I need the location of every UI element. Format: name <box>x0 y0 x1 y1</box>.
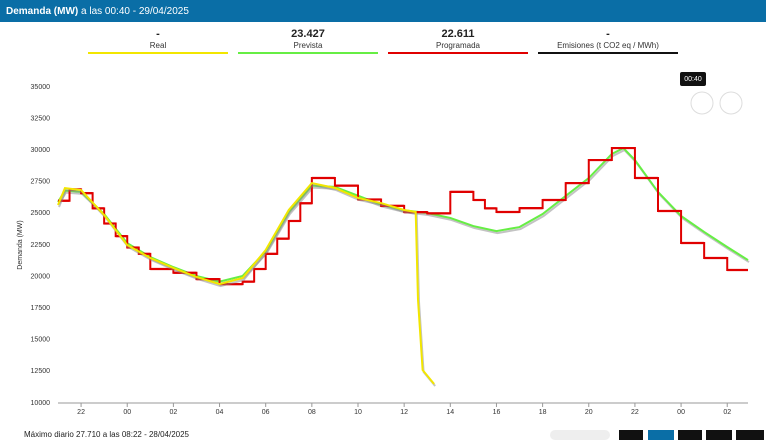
y-tick-label: 17500 <box>31 305 51 312</box>
legend-value: 23.427 <box>291 28 325 40</box>
y-tick-label: 27500 <box>31 179 51 186</box>
map-button[interactable] <box>736 430 764 440</box>
x-tick-label: 16 <box>493 409 501 416</box>
footer: Máximo diario 27.710 a las 08:22 - 28/04… <box>24 430 190 439</box>
x-tick-label: 08 <box>308 409 316 416</box>
y-tick-label: 35000 <box>31 84 51 91</box>
y-axis-label: Demanda (MW) <box>17 220 24 269</box>
y-tick-label: 22500 <box>31 242 51 249</box>
chart-button[interactable] <box>648 430 674 440</box>
x-tick-label: 00 <box>677 409 685 416</box>
y-tick-label: 15000 <box>31 337 51 344</box>
calendar-button[interactable] <box>619 430 643 440</box>
x-tick-label: 04 <box>216 409 224 416</box>
legend-label: Emisiones (t CO2 eq / MWh) <box>557 41 659 50</box>
factory-button[interactable] <box>719 91 743 115</box>
header: Demanda (MW) a las 00:40 - 29/04/2025 <box>6 6 189 17</box>
y-tick-label: 30000 <box>31 147 51 154</box>
header-bar <box>0 0 766 22</box>
legend-value: 22.611 <box>441 28 474 40</box>
header-subtitle: a las 00:40 - 29/04/2025 <box>81 6 189 17</box>
table-button[interactable] <box>678 430 702 440</box>
y-tick-label: 10000 <box>31 400 51 407</box>
line-shadow <box>58 183 436 387</box>
series-line <box>57 146 749 283</box>
tooltip: 00:40 <box>684 76 702 83</box>
toggle[interactable] <box>550 430 610 440</box>
legend-value: - <box>606 28 610 40</box>
series-line <box>57 181 435 385</box>
renewables-button[interactable] <box>690 91 714 115</box>
x-tick-label: 20 <box>585 409 593 416</box>
legend-label: Prevista <box>294 41 323 50</box>
x-tick-label: 18 <box>539 409 547 416</box>
y-tick-label: 25000 <box>31 210 51 217</box>
x-tick-label: 22 <box>631 409 639 416</box>
bar-button[interactable] <box>706 430 732 440</box>
legend-label: Real <box>150 41 167 50</box>
x-tick-label: 10 <box>354 409 362 416</box>
y-tick-label: 32500 <box>31 115 51 122</box>
header-title: Demanda (MW) <box>6 6 78 17</box>
legend-label: Programada <box>436 41 481 50</box>
x-tick-label: 02 <box>723 409 731 416</box>
y-tick-label: 12500 <box>31 368 51 375</box>
y-tick-label: 20000 <box>31 273 51 280</box>
tooltip-box <box>680 72 706 86</box>
x-tick-label: 14 <box>446 409 454 416</box>
x-tick-label: 22 <box>77 409 85 416</box>
x-tick-label: 00 <box>123 409 131 416</box>
x-tick-label: 02 <box>169 409 177 416</box>
x-tick-label: 12 <box>400 409 408 416</box>
x-tick-label: 06 <box>262 409 270 416</box>
legend-value: - <box>156 28 160 40</box>
